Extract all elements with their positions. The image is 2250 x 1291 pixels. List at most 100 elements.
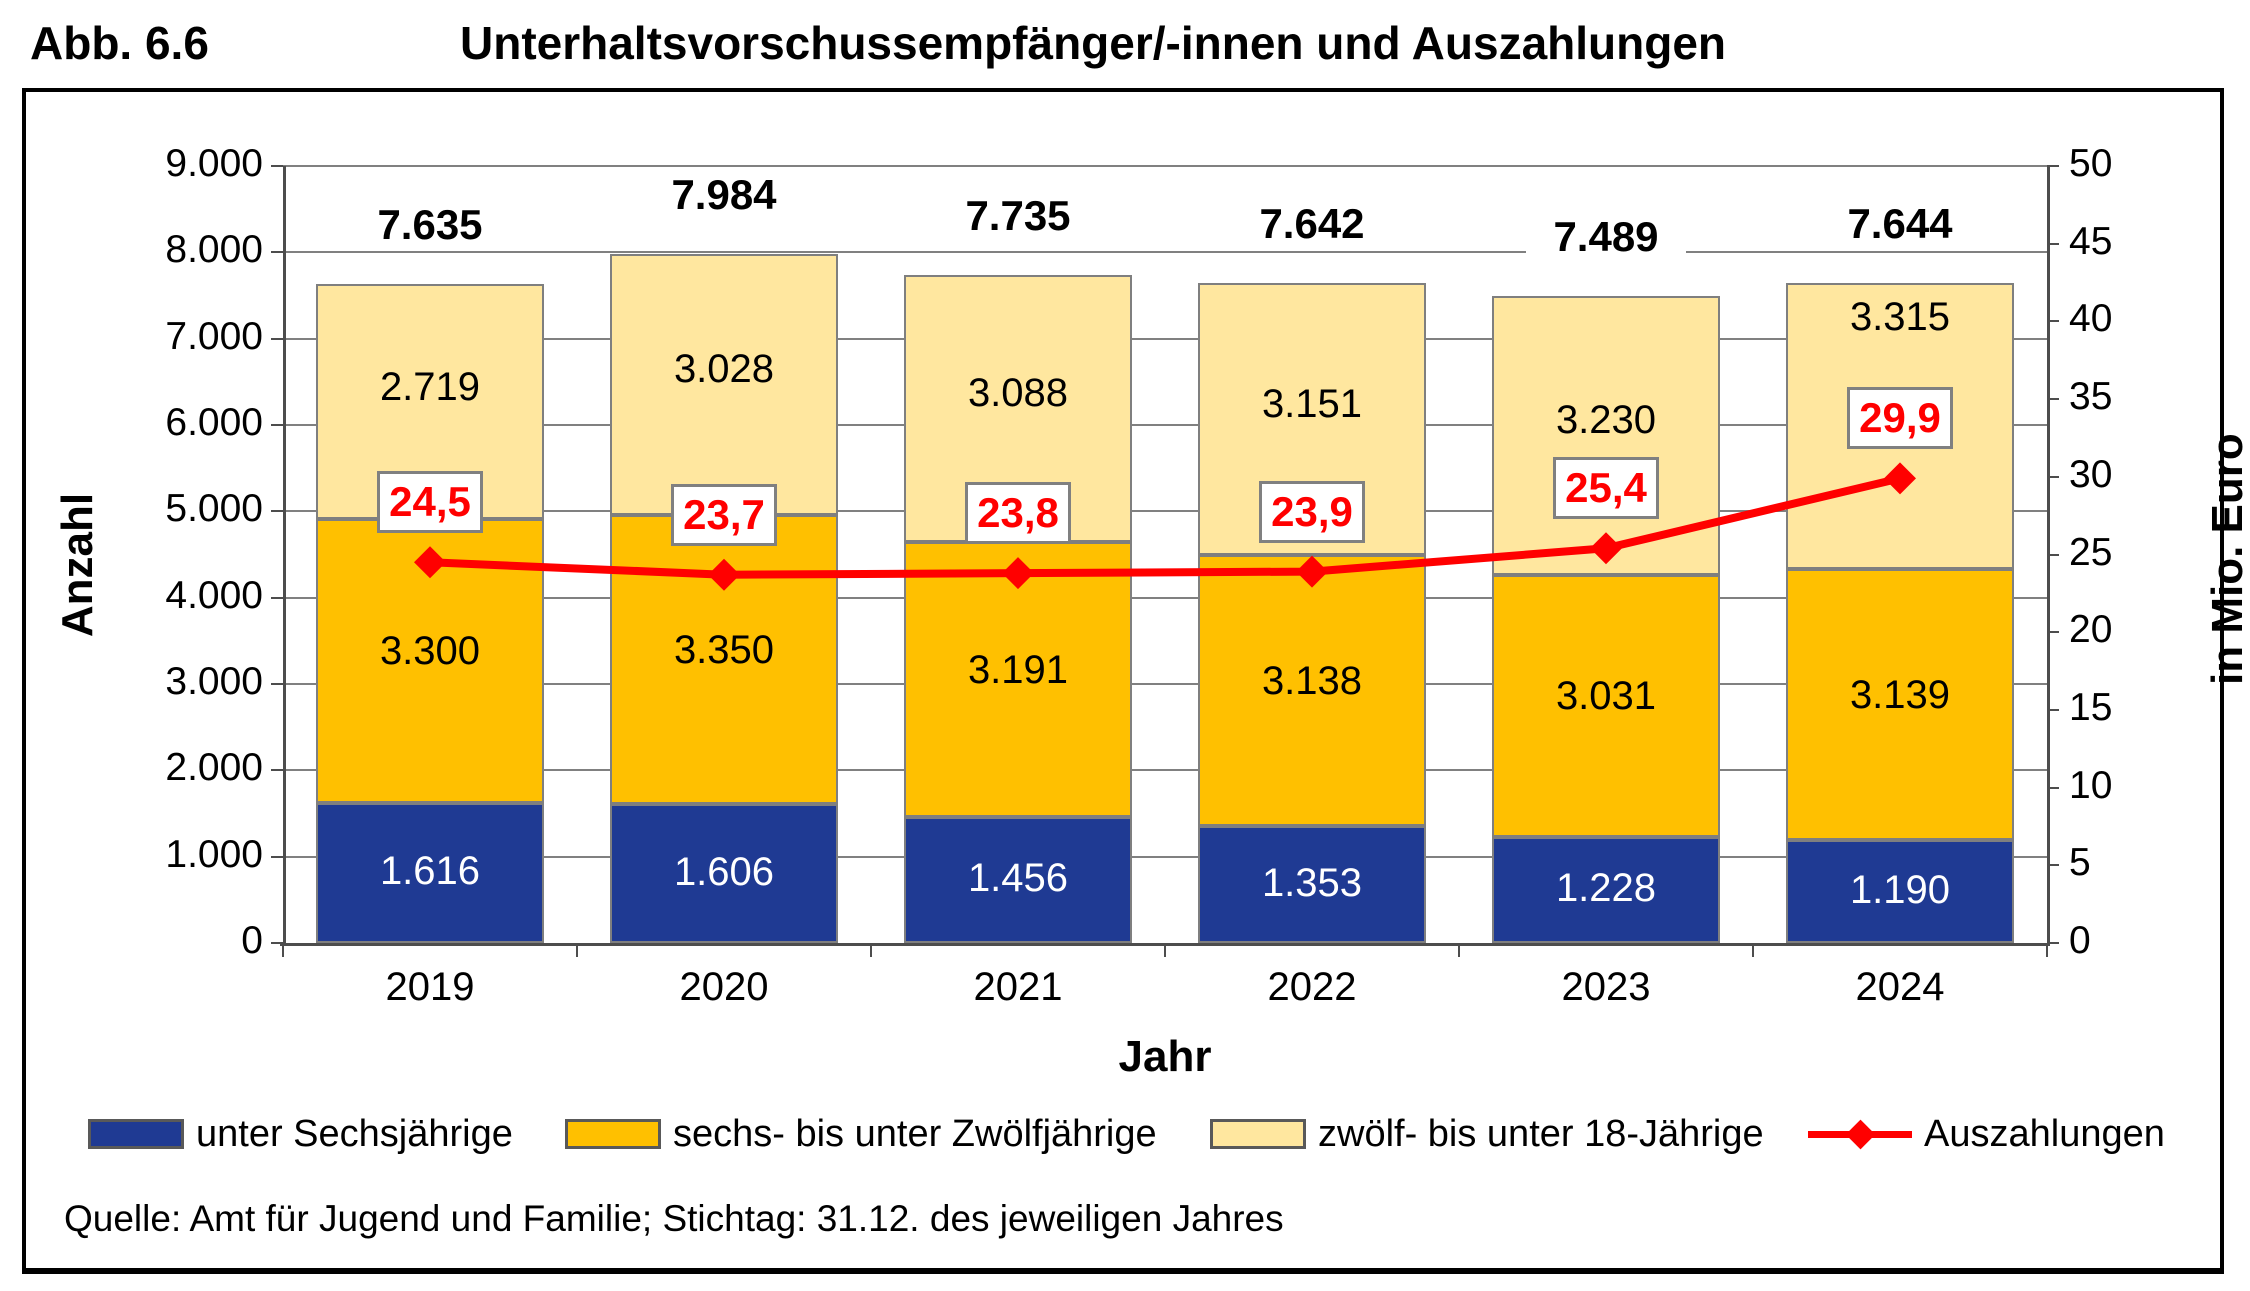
x-tick xyxy=(870,943,872,957)
y-axis-tick-label-right: 50 xyxy=(2069,142,2113,185)
bar-segment-3 xyxy=(610,253,838,516)
y-axis-tick-label-left: 4.000 xyxy=(165,573,263,617)
gridline xyxy=(283,596,2047,599)
bar-segment-1 xyxy=(1786,840,2014,943)
source-note: Quelle: Amt für Jugend und Familie; Stic… xyxy=(64,1198,1284,1239)
y-tick-left xyxy=(271,251,283,254)
y-tick-right xyxy=(2047,708,2059,711)
bar-segment-label: 3.230 xyxy=(1555,397,1657,442)
x-axis-category-label: 2022 xyxy=(1267,965,1357,1009)
legend-label: unter Sechsjährige xyxy=(196,1112,513,1155)
y-tick-right xyxy=(2047,631,2059,634)
y-axis-tick-label-left: 7.000 xyxy=(165,314,263,358)
x-axis-category-label: 2020 xyxy=(679,965,769,1009)
x-tick xyxy=(2046,943,2048,957)
y-tick-left xyxy=(271,424,283,426)
y-tick-left xyxy=(271,769,283,772)
legend-label: Auszahlungen xyxy=(1924,1112,2165,1155)
y-axis-tick-label-right: 40 xyxy=(2069,297,2113,341)
bar-segment-1 xyxy=(316,803,544,943)
y-axis-title-right: in Mio. Euro xyxy=(2203,433,2250,685)
gridline xyxy=(283,251,2047,254)
bar-segment-label: 3.139 xyxy=(1849,672,1951,717)
bar-segment-label: 2.719 xyxy=(379,365,481,410)
bar-segment-1 xyxy=(904,817,1132,943)
y-axis-tick-label-left: 5.000 xyxy=(165,487,263,531)
bar-segment-2 xyxy=(1786,569,2014,841)
y-axis-tick-label-right: 10 xyxy=(2069,763,2113,807)
bar-segment-label: 3.031 xyxy=(1555,674,1657,719)
y-tick-right xyxy=(2047,553,2059,556)
x-axis-category-label: 2023 xyxy=(1561,965,1651,1009)
legend-swatch-yellow xyxy=(1210,1119,1306,1149)
y-axis-title-left: Anzahl xyxy=(53,492,102,638)
bar-segment-label: 3.300 xyxy=(379,629,481,674)
y-axis-tick-label-right: 35 xyxy=(2069,375,2113,419)
y-axis-tick-label-right: 20 xyxy=(2069,608,2113,652)
y-tick-left xyxy=(271,165,283,167)
legend-swatch-orange xyxy=(565,1119,661,1149)
figure-number: Abb. 6.6 xyxy=(30,17,209,69)
bar-segment-label: 3.191 xyxy=(967,647,1069,692)
legend-swatch-blue xyxy=(88,1119,184,1149)
bar-segment-2 xyxy=(1492,575,1720,837)
bar-segment-label: 3.350 xyxy=(673,627,775,672)
y-tick-right xyxy=(2047,320,2059,323)
y-axis-tick-label-left: 3.000 xyxy=(165,660,263,703)
gridline xyxy=(283,855,2047,858)
bar-segment-1 xyxy=(1198,826,1426,943)
y-axis-tick-label-left: 2.000 xyxy=(165,746,263,790)
y-axis-tick-label-left: 1.000 xyxy=(165,832,263,876)
y-tick-left xyxy=(271,596,283,599)
bar-segment-label: 3.315 xyxy=(1849,295,1951,340)
bar-segment-label: 1.606 xyxy=(673,849,775,894)
bar-segment-label: 1.353 xyxy=(1261,860,1363,905)
x-axis-category-label: 2019 xyxy=(385,965,475,1009)
y-axis-tick-label-left: 0 xyxy=(241,919,263,962)
y-axis-tick-label-left: 8.000 xyxy=(165,228,263,272)
y-axis-line-left xyxy=(283,166,286,943)
y-tick-left xyxy=(271,337,283,340)
y-tick-left xyxy=(271,510,283,513)
x-tick xyxy=(1458,943,1460,957)
y-tick-left xyxy=(271,855,283,858)
gridline xyxy=(283,165,2047,167)
y-tick-right xyxy=(2047,786,2059,789)
legend-item-payouts: Auszahlungen xyxy=(1808,1110,2165,1158)
bar-segment-label: 1.190 xyxy=(1849,867,1951,912)
bar-segment-label: 3.088 xyxy=(967,371,1069,416)
legend-item-six-to-twelve: sechs- bis unter Zwölfjährige xyxy=(565,1110,1157,1158)
y-axis-line-right xyxy=(2047,166,2050,943)
bar-segment-label: 3.028 xyxy=(673,347,775,392)
legend-item-under-six: unter Sechsjährige xyxy=(88,1110,513,1158)
bar-segment-label: 3.138 xyxy=(1261,658,1363,703)
y-axis-tick-label-right: 5 xyxy=(2069,841,2091,885)
y-axis-tick-label-left: 6.000 xyxy=(165,401,263,444)
bar-segment-label: 1.616 xyxy=(379,849,481,894)
x-axis-category-label: 2024 xyxy=(1855,965,1945,1009)
y-axis-tick-label-left: 9.000 xyxy=(165,142,263,185)
legend-item-twelve-to-eighteen: zwölf- bis unter 18-Jährige xyxy=(1210,1110,1764,1158)
gridline xyxy=(283,769,2047,772)
bar-segment-2 xyxy=(1198,555,1426,827)
y-tick-right xyxy=(2047,864,2059,867)
x-tick xyxy=(282,943,284,957)
y-axis-tick-label-right: 25 xyxy=(2069,530,2113,574)
x-tick xyxy=(1752,943,1754,957)
y-axis-tick-label-right: 30 xyxy=(2069,452,2113,496)
bar-segment-label: 1.456 xyxy=(967,856,1069,901)
bar-segment-label: 3.151 xyxy=(1261,381,1363,426)
legend-line-marker-icon xyxy=(1808,1119,1912,1150)
x-axis-title: Jahr xyxy=(1118,1032,1212,1081)
y-tick-right xyxy=(2047,475,2059,478)
y-axis-tick-label-right: 15 xyxy=(2069,685,2113,729)
bar-segment-label: 1.228 xyxy=(1555,865,1657,910)
bar-segment-1 xyxy=(1492,836,1720,943)
gridline xyxy=(283,337,2047,340)
y-tick-left xyxy=(271,942,283,944)
figure-title: Unterhaltsvorschussempfänger/-innen und … xyxy=(460,17,1727,69)
y-axis-tick-label-right: 0 xyxy=(2069,919,2091,962)
y-axis-tick-label-right: 45 xyxy=(2069,219,2113,263)
